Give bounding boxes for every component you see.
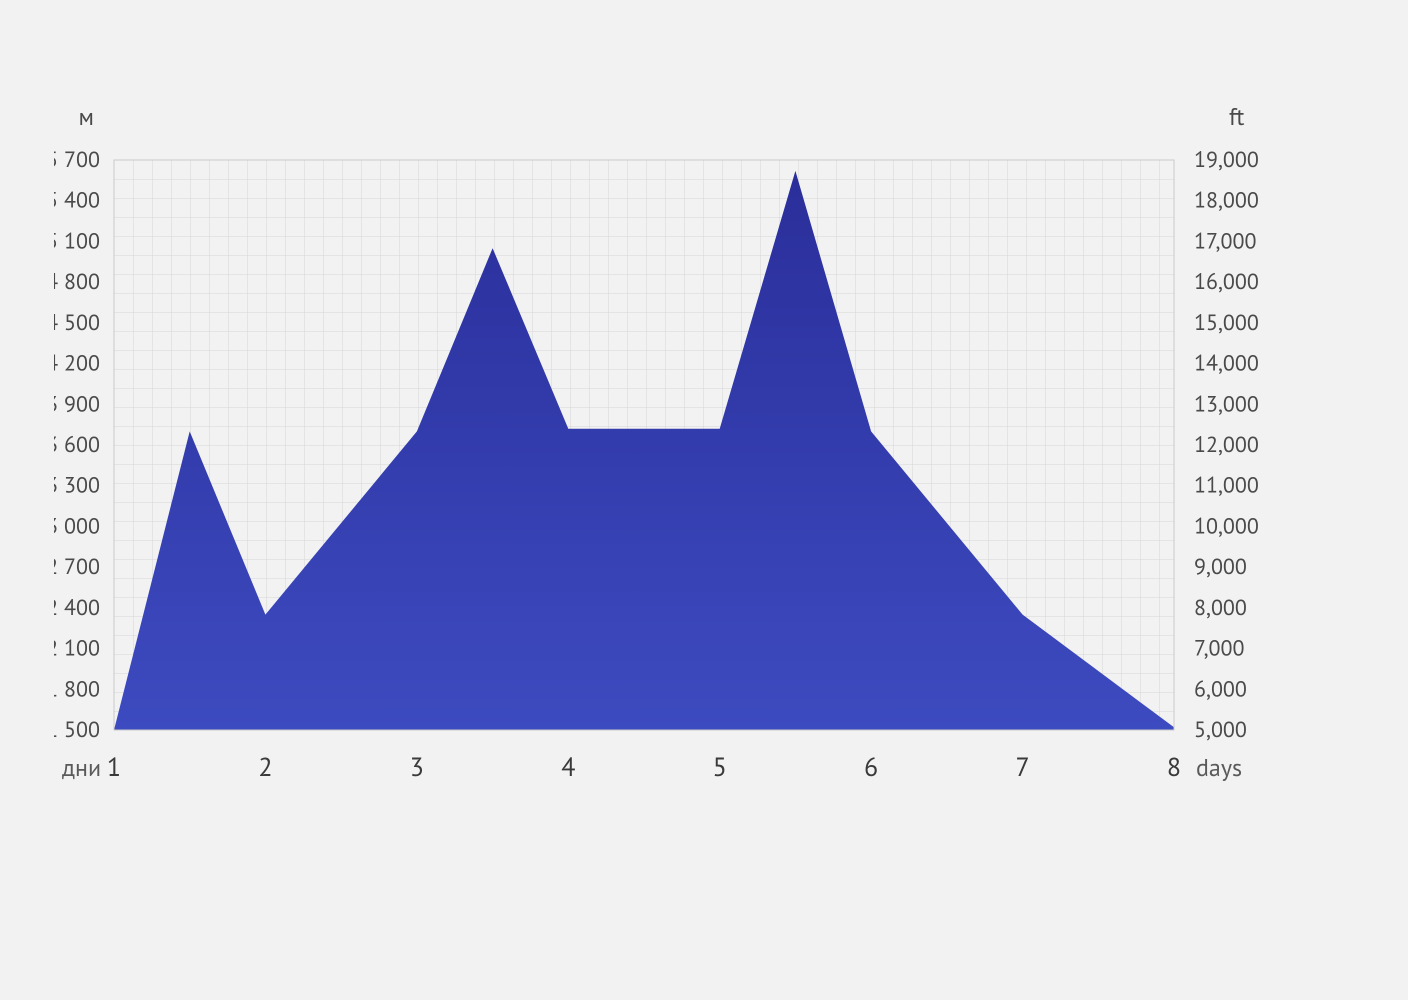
left-tick: 5 700 xyxy=(54,146,100,174)
left-tick: 4 800 xyxy=(54,268,100,296)
left-tick: 2 700 xyxy=(54,553,100,581)
bottom-tick: 3 xyxy=(410,751,424,784)
chart-svg: м ft 1 500 1 800 2 100 2 400 2 700 3 000 3 300 3 … xyxy=(54,0,1354,1000)
left-tick: 4 200 xyxy=(54,350,100,378)
left-tick: 2 400 xyxy=(54,594,100,622)
right-tick: 13,000 xyxy=(1194,390,1259,418)
bottom-tick: 4 xyxy=(561,751,575,784)
right-tick: 17,000 xyxy=(1194,227,1256,255)
right-axis-unit: ft xyxy=(1229,101,1244,132)
bottom-axis-label-left: дни xyxy=(62,752,101,783)
bottom-axis-label-right: days xyxy=(1196,752,1242,783)
left-tick: 3 300 xyxy=(54,472,100,500)
left-axis-unit: м xyxy=(79,101,94,132)
left-tick: 2 100 xyxy=(54,635,100,663)
right-tick: 9,000 xyxy=(1194,553,1247,581)
right-tick: 16,000 xyxy=(1194,268,1259,296)
right-tick: 6,000 xyxy=(1194,675,1247,703)
left-tick: 5 100 xyxy=(54,227,100,255)
elevation-chart: м ft 1 500 1 800 2 100 2 400 2 700 3 000 3 300 3 … xyxy=(54,0,1354,1000)
bottom-tick: 1 xyxy=(107,751,121,784)
left-tick: 1 800 xyxy=(54,675,100,703)
right-tick: 14,000 xyxy=(1194,350,1259,378)
bottom-tick: 8 xyxy=(1167,751,1181,784)
left-tick: 3 900 xyxy=(54,390,100,418)
left-tick: 4 500 xyxy=(54,309,100,337)
left-tick: 1 500 xyxy=(54,716,100,744)
left-tick: 5 400 xyxy=(54,187,100,215)
right-tick: 19,000 xyxy=(1194,146,1259,174)
bottom-tick: 6 xyxy=(864,751,878,784)
bottom-tick: 2 xyxy=(258,751,272,784)
right-tick: 15,000 xyxy=(1194,309,1259,337)
right-tick: 8,000 xyxy=(1194,594,1247,622)
left-tick: 3 000 xyxy=(54,512,100,540)
right-tick: 11,000 xyxy=(1194,472,1259,500)
right-tick: 10,000 xyxy=(1194,512,1259,540)
right-tick: 12,000 xyxy=(1194,431,1259,459)
bottom-tick: 5 xyxy=(713,751,727,784)
left-tick: 3 600 xyxy=(54,431,100,459)
bottom-tick: 7 xyxy=(1015,751,1029,784)
right-tick: 18,000 xyxy=(1194,187,1259,215)
right-tick: 5,000 xyxy=(1194,716,1247,744)
right-tick: 7,000 xyxy=(1194,635,1245,663)
